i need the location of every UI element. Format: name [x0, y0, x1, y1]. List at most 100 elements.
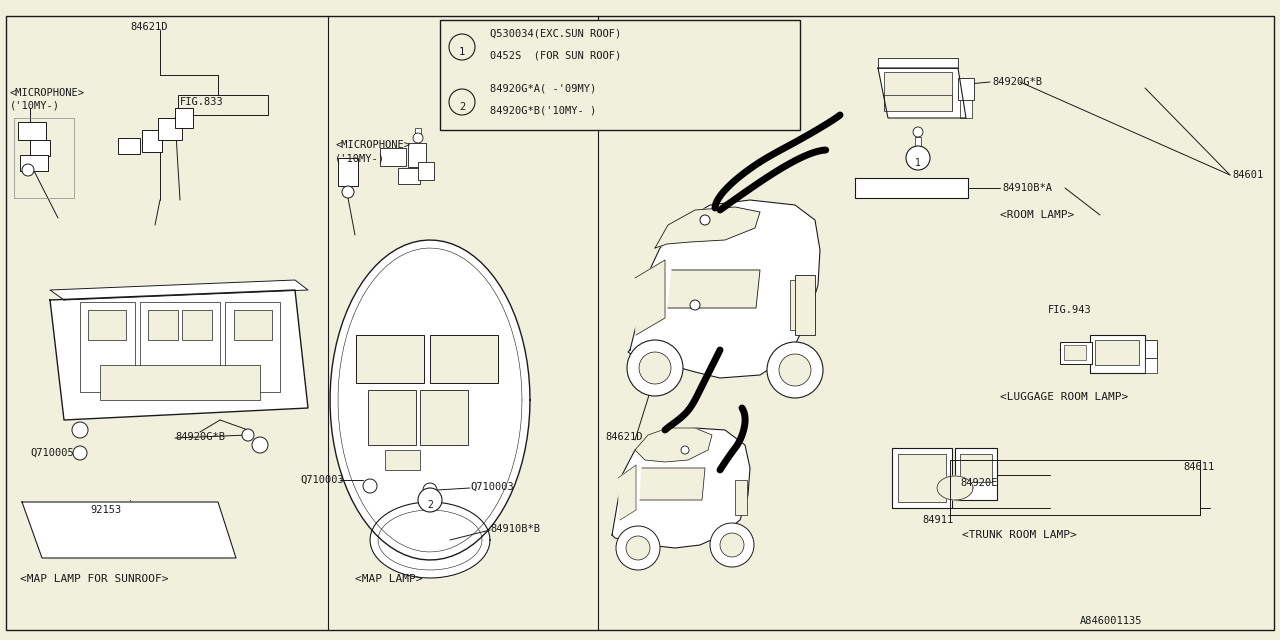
Bar	[408, 143, 426, 167]
Bar	[385, 450, 420, 470]
Bar	[29, 140, 50, 156]
Polygon shape	[50, 290, 308, 420]
Bar	[369, 390, 416, 445]
Bar	[380, 148, 406, 166]
Text: Q710005: Q710005	[29, 448, 74, 458]
Text: 84611: 84611	[1184, 462, 1215, 472]
Text: 84621D: 84621D	[605, 432, 643, 442]
Polygon shape	[628, 200, 820, 378]
Bar	[915, 137, 922, 149]
Bar	[88, 310, 125, 340]
Bar	[398, 168, 420, 184]
Bar	[1094, 340, 1139, 365]
Text: Q530034(EXC.SUN ROOF): Q530034(EXC.SUN ROOF)	[490, 28, 621, 38]
Bar	[157, 118, 182, 140]
Text: Q710003: Q710003	[470, 482, 513, 492]
Circle shape	[616, 526, 660, 570]
Bar	[440, 20, 800, 130]
Text: 2: 2	[458, 102, 465, 112]
Text: 84920E: 84920E	[960, 478, 997, 488]
Bar	[790, 280, 795, 330]
Circle shape	[22, 164, 35, 176]
Text: A846001135: A846001135	[1080, 616, 1143, 626]
Text: ('10MY-): ('10MY-)	[10, 100, 60, 110]
Bar	[960, 454, 992, 482]
Text: 0452S  (FOR SUN ROOF): 0452S (FOR SUN ROOF)	[490, 50, 621, 60]
Bar	[182, 310, 212, 340]
Polygon shape	[937, 476, 973, 500]
Polygon shape	[640, 468, 705, 500]
Text: 84920G*B: 84920G*B	[175, 432, 225, 442]
Text: <MAP LAMP FOR SUNROOF>: <MAP LAMP FOR SUNROOF>	[20, 574, 169, 584]
Circle shape	[681, 446, 689, 454]
Text: 1: 1	[915, 158, 920, 168]
Bar	[338, 158, 358, 186]
Bar	[148, 310, 178, 340]
Bar	[420, 390, 468, 445]
Bar	[1060, 342, 1092, 364]
Circle shape	[906, 146, 931, 170]
Circle shape	[639, 352, 671, 384]
Circle shape	[913, 127, 923, 137]
Text: 84910B*A: 84910B*A	[1002, 183, 1052, 193]
Circle shape	[700, 215, 710, 225]
Text: 84920G*B('10MY- ): 84920G*B('10MY- )	[490, 105, 596, 115]
Text: FIG.943: FIG.943	[1048, 305, 1092, 315]
Bar	[419, 162, 434, 180]
Polygon shape	[22, 502, 236, 558]
Polygon shape	[668, 270, 760, 308]
Text: <ROOM LAMP>: <ROOM LAMP>	[1000, 210, 1074, 220]
Circle shape	[767, 342, 823, 398]
Circle shape	[627, 340, 684, 396]
Bar	[430, 335, 498, 383]
Text: <LUGGAGE ROOM LAMP>: <LUGGAGE ROOM LAMP>	[1000, 392, 1128, 402]
Bar	[14, 118, 74, 198]
Bar	[356, 335, 424, 383]
Circle shape	[449, 89, 475, 115]
Circle shape	[72, 422, 88, 438]
Circle shape	[419, 488, 442, 512]
Bar	[175, 108, 193, 128]
Bar	[18, 122, 46, 140]
Polygon shape	[878, 68, 966, 118]
Bar	[955, 448, 997, 500]
Bar	[225, 302, 280, 392]
Bar	[1146, 358, 1157, 373]
Bar	[234, 310, 273, 340]
Bar	[892, 448, 952, 508]
Circle shape	[252, 437, 268, 453]
Text: <TRUNK ROOM LAMP>: <TRUNK ROOM LAMP>	[963, 530, 1076, 540]
Text: 84920G*A( -'09MY): 84920G*A( -'09MY)	[490, 83, 596, 93]
Polygon shape	[635, 428, 712, 462]
Bar	[884, 72, 952, 110]
Polygon shape	[618, 465, 636, 520]
Bar	[178, 95, 268, 115]
Text: ('10MY-): ('10MY-)	[335, 153, 385, 163]
Polygon shape	[612, 428, 750, 548]
Text: 84910B*B: 84910B*B	[490, 524, 540, 534]
Text: Q710003: Q710003	[300, 475, 344, 485]
Circle shape	[719, 533, 744, 557]
Bar	[1146, 340, 1157, 358]
Polygon shape	[655, 207, 760, 248]
Bar	[795, 275, 815, 335]
Circle shape	[242, 429, 253, 441]
Polygon shape	[330, 240, 530, 560]
Polygon shape	[50, 280, 308, 300]
Bar	[1064, 345, 1085, 360]
Text: <MAP LAMP>: <MAP LAMP>	[355, 574, 422, 584]
Polygon shape	[855, 178, 968, 198]
Text: 84911: 84911	[922, 515, 954, 525]
Bar	[735, 480, 748, 515]
Text: 1: 1	[458, 47, 465, 57]
Bar	[20, 155, 49, 171]
Bar	[100, 365, 260, 400]
Text: <MICROPHONE>: <MICROPHONE>	[10, 88, 84, 98]
Circle shape	[364, 479, 378, 493]
Text: 2: 2	[428, 500, 433, 510]
Bar	[960, 100, 972, 118]
Bar	[1091, 335, 1146, 373]
Circle shape	[449, 34, 475, 60]
Bar	[884, 95, 952, 111]
Bar	[118, 138, 140, 154]
